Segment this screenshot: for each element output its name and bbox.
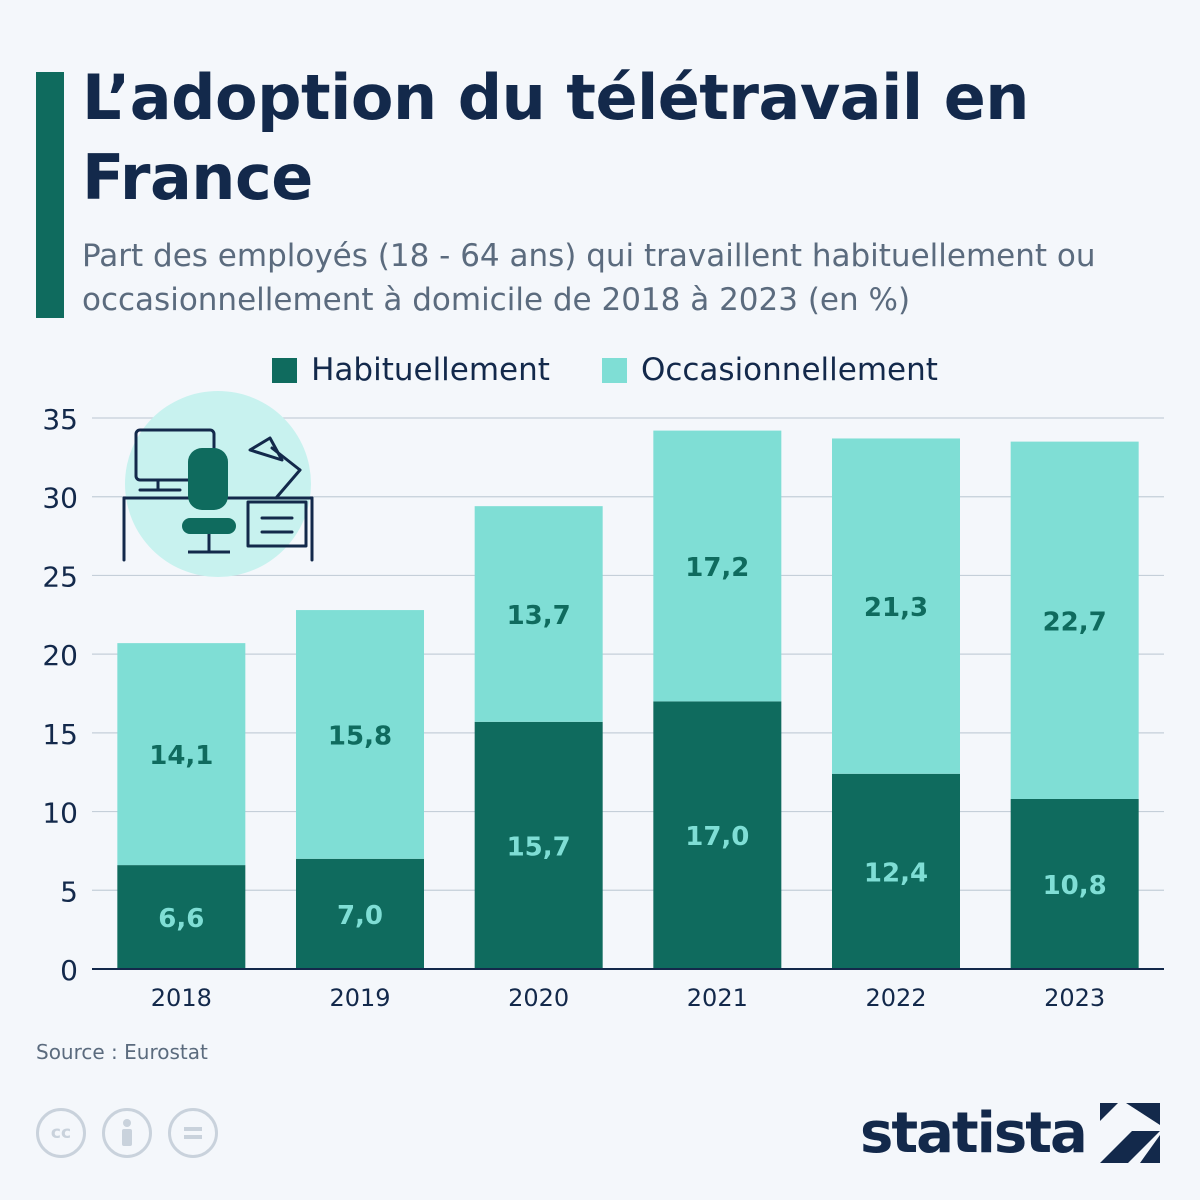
y-tick-label: 10 (42, 797, 78, 830)
data-label: 17,2 (685, 553, 749, 583)
legend-item-occasionnellement: Occasionnellement (592, 352, 938, 388)
bar-habituellement-2022 (832, 773, 960, 969)
brand-name: statista (860, 1100, 1088, 1166)
legend-label-occasionnellement: Occasionnellement (640, 352, 938, 388)
x-tick-label: 2021 (687, 984, 748, 1012)
x-tick-label: 2023 (1044, 984, 1105, 1012)
y-tick-label: 35 (42, 403, 78, 436)
attribution-icon[interactable] (102, 1108, 152, 1158)
data-label: 17,0 (685, 822, 749, 852)
home-office-desk-icon (122, 391, 314, 577)
chart-legend: Habituellement Occasionnellement (0, 350, 1200, 390)
data-label: 15,8 (328, 721, 392, 751)
y-tick-label: 15 (42, 718, 78, 751)
bar-habituellement-2019 (296, 858, 424, 969)
bar-habituellement-2021 (653, 701, 782, 969)
y-tick-label: 0 (60, 954, 78, 987)
y-tick-label: 25 (42, 560, 78, 593)
x-tick-label: 2020 (508, 984, 569, 1012)
bar-habituellement-2023 (1010, 798, 1139, 969)
bar-occasionnellement-2018 (117, 643, 246, 866)
data-label: 21,3 (864, 593, 928, 623)
data-label: 10,8 (1043, 871, 1107, 901)
cc-icon[interactable]: cc (36, 1108, 86, 1158)
title-accent-bar (36, 72, 64, 318)
statista-brand: statista (860, 1098, 1170, 1168)
bar-occasionnellement-2021 (653, 430, 782, 702)
data-label: 7,0 (337, 901, 383, 931)
data-label: 14,1 (149, 741, 213, 771)
data-label: 15,7 (507, 832, 571, 862)
bar-habituellement-2020 (474, 721, 603, 969)
page-title: L’adoption du télétravail en France (82, 61, 1029, 214)
y-tick-label: 30 (42, 482, 78, 515)
data-label: 22,7 (1043, 607, 1107, 637)
x-tick-label: 2018 (151, 984, 212, 1012)
legend-swatch-occasionnellement (601, 357, 627, 383)
y-tick-label: 5 (60, 875, 78, 908)
bar-occasionnellement-2022 (832, 438, 960, 774)
x-tick-label: 2019 (329, 984, 390, 1012)
page-subtitle: Part des employés (18 - 64 ans) qui trav… (82, 238, 1096, 318)
y-tick-label: 20 (42, 639, 78, 672)
bar-habituellement-2018 (117, 865, 246, 969)
no-derivatives-icon[interactable] (168, 1108, 218, 1158)
source-note: Source : Eurostat (36, 1040, 208, 1064)
license-icons: cc (36, 1108, 218, 1158)
bar-occasionnellement-2023 (1010, 441, 1139, 799)
legend-swatch-habituellement (272, 357, 298, 383)
bar-occasionnellement-2020 (474, 506, 603, 722)
legend-label-habituellement: Habituellement (311, 352, 550, 388)
x-tick-label: 2022 (865, 984, 926, 1012)
data-label: 12,4 (864, 858, 928, 888)
legend-item-habituellement: Habituellement (262, 352, 550, 388)
data-label: 13,7 (507, 601, 571, 631)
data-label: 6,6 (158, 904, 204, 934)
stacked-bar-chart: 6,6 14,1 7,0 15,8 15,7 13,7 17,0 17,2 12,4 21,3 10… (42, 391, 1164, 1012)
bar-occasionnellement-2019 (296, 610, 424, 859)
statista-logo-icon (1099, 1103, 1160, 1163)
